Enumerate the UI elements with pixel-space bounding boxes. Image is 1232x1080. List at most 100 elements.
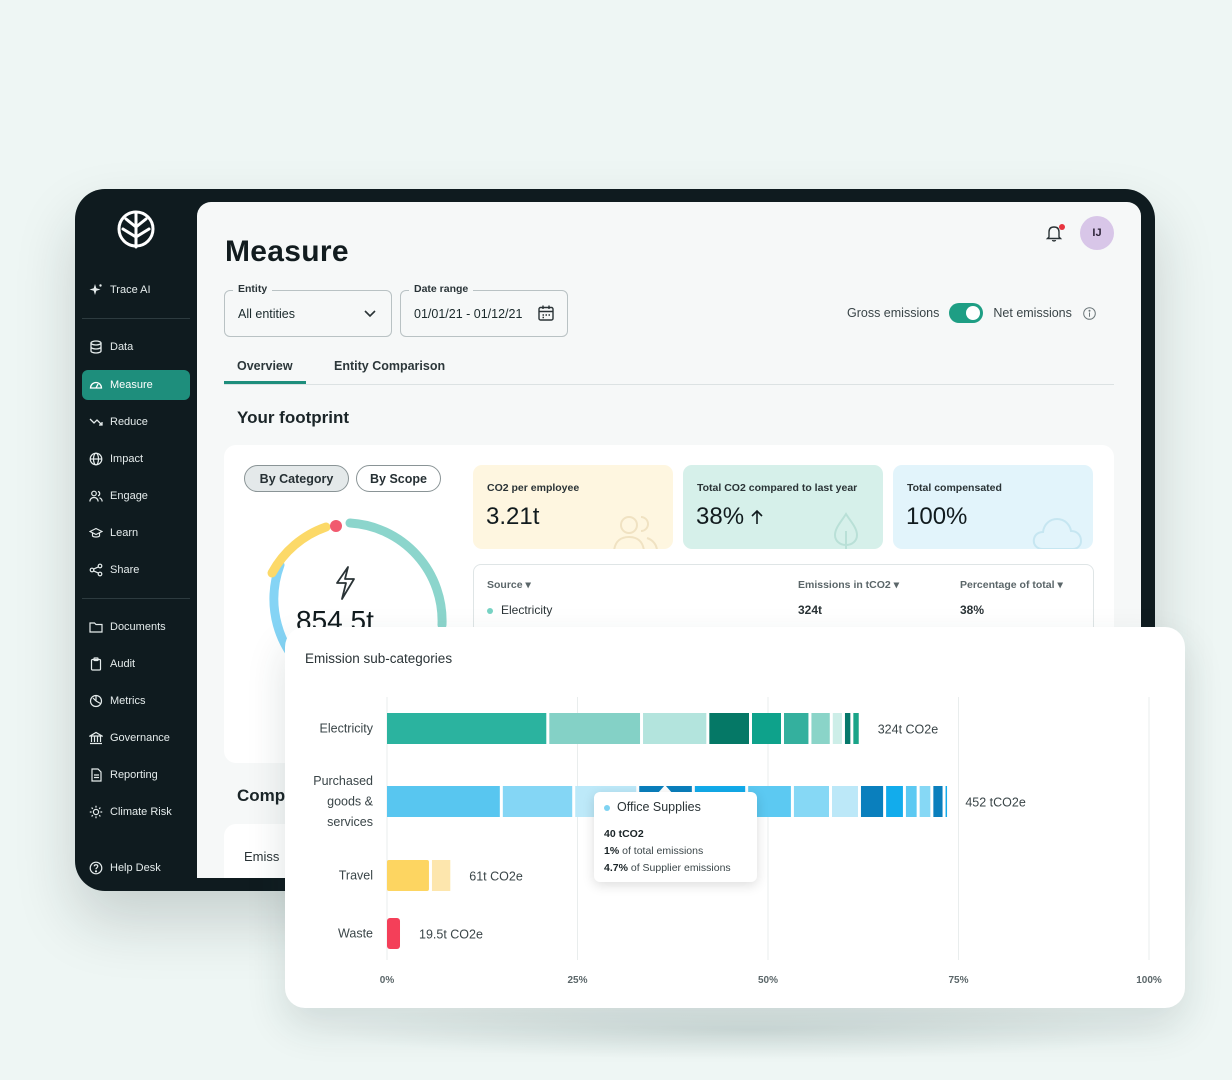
sidebar-item-audit[interactable]: Audit bbox=[82, 649, 190, 679]
trend-down-icon bbox=[89, 418, 103, 426]
table-header-emissions[interactable]: Emissions in tCO2 ▾ bbox=[798, 579, 899, 591]
users-icon bbox=[89, 490, 103, 502]
gross-emissions-label: Gross emissions bbox=[847, 306, 940, 320]
bar-segment bbox=[751, 713, 782, 744]
sidebar-item-learn[interactable]: Learn bbox=[82, 518, 190, 548]
bar-segment bbox=[832, 713, 842, 744]
avatar[interactable]: IJ bbox=[1080, 216, 1114, 250]
source-table: Source ▾ Emissions in tCO2 ▾ Percentage … bbox=[473, 564, 1094, 664]
tooltip-value: 40 tCO2 bbox=[604, 828, 644, 840]
sidebar-item-climate-risk[interactable]: Climate Risk bbox=[82, 797, 190, 827]
cloud-decor-icon bbox=[1032, 517, 1083, 549]
sidebar-item-share[interactable]: Share bbox=[82, 555, 190, 585]
bar-segment bbox=[793, 786, 830, 817]
bar-segment bbox=[549, 713, 641, 744]
bar-segment bbox=[860, 786, 884, 817]
table-header-percentage[interactable]: Percentage of total ▾ bbox=[960, 579, 1063, 591]
info-icon[interactable] bbox=[1083, 306, 1096, 320]
bell-icon[interactable] bbox=[1043, 222, 1065, 244]
sidebar-item-label: Reduce bbox=[110, 416, 148, 428]
sidebar-item-label: Measure bbox=[110, 379, 153, 391]
sidebar-item-impact[interactable]: Impact bbox=[82, 444, 190, 474]
sidebar-item-reporting[interactable]: Reporting bbox=[82, 760, 190, 790]
comparison-card-label: Emiss bbox=[244, 849, 280, 864]
sidebar-item-reduce[interactable]: Reduce bbox=[82, 407, 190, 437]
bar-segment bbox=[709, 713, 749, 744]
sidebar-item-trace-ai[interactable]: Trace AI bbox=[82, 275, 190, 305]
total-label: 324t CO2e bbox=[878, 723, 939, 737]
globe-icon bbox=[89, 452, 103, 466]
chart-title: Emission sub-categories bbox=[305, 651, 453, 666]
tooltip-pointer bbox=[657, 785, 674, 794]
help-desk-button[interactable]: Help Desk bbox=[82, 853, 190, 883]
bar-segment bbox=[387, 713, 547, 744]
sparkle-icon bbox=[89, 284, 102, 295]
calendar-icon bbox=[538, 305, 554, 321]
subcategories-chart: 0% 25% 50% 75% 100% Electricity 324t CO2e Purch… bbox=[313, 697, 1162, 986]
kpi-card-co2-last-year: Total CO2 compared to last year 38% bbox=[683, 465, 883, 549]
sidebar-item-label: Help Desk bbox=[110, 862, 161, 874]
category-label: services bbox=[327, 815, 373, 829]
bar-segment bbox=[853, 713, 859, 744]
bar-segment bbox=[387, 786, 500, 817]
date-range-input[interactable]: Date range 01/01/21 - 01/12/21 bbox=[400, 283, 568, 337]
bank-icon bbox=[89, 731, 103, 745]
bar-segment bbox=[844, 713, 851, 744]
sidebar-item-label: Climate Risk bbox=[110, 806, 172, 818]
table-cell-source: Electricity bbox=[487, 603, 552, 617]
gauge-icon bbox=[89, 381, 103, 389]
table-header-source[interactable]: Source ▾ bbox=[487, 579, 531, 591]
x-tick-label: 100% bbox=[1136, 975, 1162, 986]
clipboard-icon bbox=[90, 657, 102, 671]
graduation-cap-icon bbox=[89, 527, 103, 538]
kpi-card-total-compensated: Total compensated 100% bbox=[893, 465, 1093, 549]
bar-segment bbox=[387, 860, 429, 891]
x-tick-label: 25% bbox=[567, 975, 587, 986]
sidebar-item-label: Governance bbox=[110, 732, 170, 744]
bar-segment bbox=[643, 713, 707, 744]
lightning-icon bbox=[336, 566, 355, 600]
folder-icon bbox=[89, 622, 103, 633]
sidebar-item-engage[interactable]: Engage bbox=[82, 481, 190, 511]
sidebar-item-data[interactable]: Data bbox=[82, 332, 190, 362]
tooltip-title: Office Supplies bbox=[604, 800, 701, 814]
arrow-up-icon bbox=[751, 509, 763, 524]
by-category-button[interactable]: By Category bbox=[244, 465, 349, 492]
sidebar-item-label: Learn bbox=[110, 527, 139, 539]
sidebar-item-label: Reporting bbox=[110, 769, 158, 781]
kpi-value: 100% bbox=[906, 503, 968, 530]
page-title: Measure bbox=[225, 235, 349, 268]
x-tick-label: 50% bbox=[758, 975, 778, 986]
sidebar-item-metrics[interactable]: Metrics bbox=[82, 686, 190, 716]
notification-dot bbox=[1059, 224, 1065, 230]
sidebar-item-label: Impact bbox=[110, 453, 144, 465]
sidebar-item-governance[interactable]: Governance bbox=[82, 723, 190, 753]
file-icon bbox=[91, 768, 102, 782]
bar-segment bbox=[811, 713, 830, 744]
entity-select[interactable]: Entity All entities bbox=[224, 283, 392, 337]
bar-segment bbox=[919, 786, 931, 817]
drop-decor-icon bbox=[833, 512, 859, 549]
category-label: Waste bbox=[338, 927, 373, 941]
by-scope-button[interactable]: By Scope bbox=[356, 465, 441, 492]
drop-shadow bbox=[310, 1000, 1190, 1060]
entity-label: Entity bbox=[233, 283, 273, 295]
help-circle-icon bbox=[89, 861, 103, 875]
sidebar-item-documents[interactable]: Documents bbox=[82, 612, 190, 642]
sidebar-item-label: Data bbox=[110, 341, 134, 353]
tab-overview[interactable]: Overview bbox=[224, 359, 306, 384]
total-label: 19.5t CO2e bbox=[419, 928, 483, 942]
category-label: goods & bbox=[327, 795, 374, 809]
entity-value: All entities bbox=[238, 307, 295, 321]
sidebar-divider bbox=[82, 318, 190, 319]
bar-segment bbox=[784, 713, 809, 744]
tab-entity-comparison[interactable]: Entity Comparison bbox=[334, 359, 446, 373]
emissions-toggle[interactable] bbox=[949, 303, 984, 323]
chevron-down-icon bbox=[364, 310, 376, 318]
sidebar-item-measure[interactable]: Measure bbox=[82, 370, 190, 400]
sidebar-divider bbox=[82, 598, 190, 599]
kpi-card-co2-employee: CO2 per employee 3.21t bbox=[473, 465, 673, 549]
database-icon bbox=[90, 340, 102, 354]
chart-tooltip: Office Supplies 40 tCO2 1% of total emis… bbox=[594, 792, 757, 882]
bar-segment bbox=[886, 786, 903, 817]
